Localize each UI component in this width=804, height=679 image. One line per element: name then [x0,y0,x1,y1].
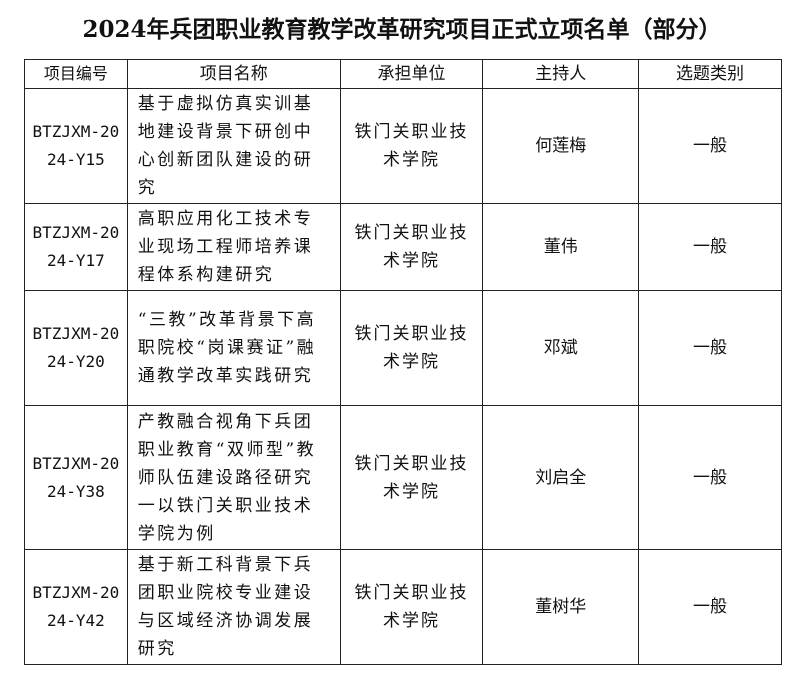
project-id: BTZJXM-2024-Y42 [24,549,128,665]
header-host: 主持人 [482,59,640,89]
project-name: 产教融合视角下兵团职业教育“双师型”教师队伍建设路径研究一以铁门关职业技术学院为… [126,405,341,550]
project-unit: 铁门关职业技术学院 [339,203,484,291]
project-unit: 铁门关职业技术学院 [339,549,484,665]
project-host: 何莲梅 [482,88,640,204]
project-name: 基于虚拟仿真实训基地建设背景下研创中心创新团队建设的研究 [126,88,341,204]
project-unit: 铁门关职业技术学院 [339,88,484,204]
project-category: 一般 [638,549,782,665]
project-name: 基于新工科背景下兵团职业院校专业建设与区域经济协调发展研究 [126,549,341,665]
project-name: 高职应用化工技术专业现场工程师培养课程体系构建研究 [126,203,341,291]
table-row: BTZJXM-2024-Y20 “三教”改革背景下高职院校“岗课赛证”融通教学改… [24,290,782,406]
table-row: BTZJXM-2024-Y42 基于新工科背景下兵团职业院校专业建设与区域经济协… [24,549,782,665]
project-host: 刘启全 [482,405,640,550]
project-unit: 铁门关职业技术学院 [339,405,484,550]
header-name: 项目名称 [126,59,341,89]
project-category: 一般 [638,290,782,406]
project-host: 董伟 [482,203,640,291]
table-row: BTZJXM-2024-Y38 产教融合视角下兵团职业教育“双师型”教师队伍建设… [24,405,782,550]
project-category: 一般 [638,88,782,204]
project-id: BTZJXM-2024-Y15 [24,88,128,204]
project-name: “三教”改革背景下高职院校“岗课赛证”融通教学改革实践研究 [126,290,341,406]
project-table: 项目编号 项目名称 承担单位 主持人 选题类别 BTZJXM-2024-Y15 … [24,59,782,665]
header-category: 选题类别 [638,59,782,89]
project-host: 董树华 [482,549,640,665]
project-host: 邓斌 [482,290,640,406]
project-id: BTZJXM-2024-Y20 [24,290,128,406]
table-row: BTZJXM-2024-Y17 高职应用化工技术专业现场工程师培养课程体系构建研… [24,203,782,291]
project-category: 一般 [638,405,782,550]
project-unit: 铁门关职业技术学院 [339,290,484,406]
table-header-row: 项目编号 项目名称 承担单位 主持人 选题类别 [24,59,782,89]
header-unit: 承担单位 [339,59,484,89]
table-row: BTZJXM-2024-Y15 基于虚拟仿真实训基地建设背景下研创中心创新团队建… [24,88,782,204]
page-title: 2024年兵团职业教育教学改革研究项目正式立项名单（部分） [82,16,722,43]
project-category: 一般 [638,203,782,291]
header-id: 项目编号 [24,59,128,89]
project-id: BTZJXM-2024-Y38 [24,405,128,550]
project-id: BTZJXM-2024-Y17 [24,203,128,291]
